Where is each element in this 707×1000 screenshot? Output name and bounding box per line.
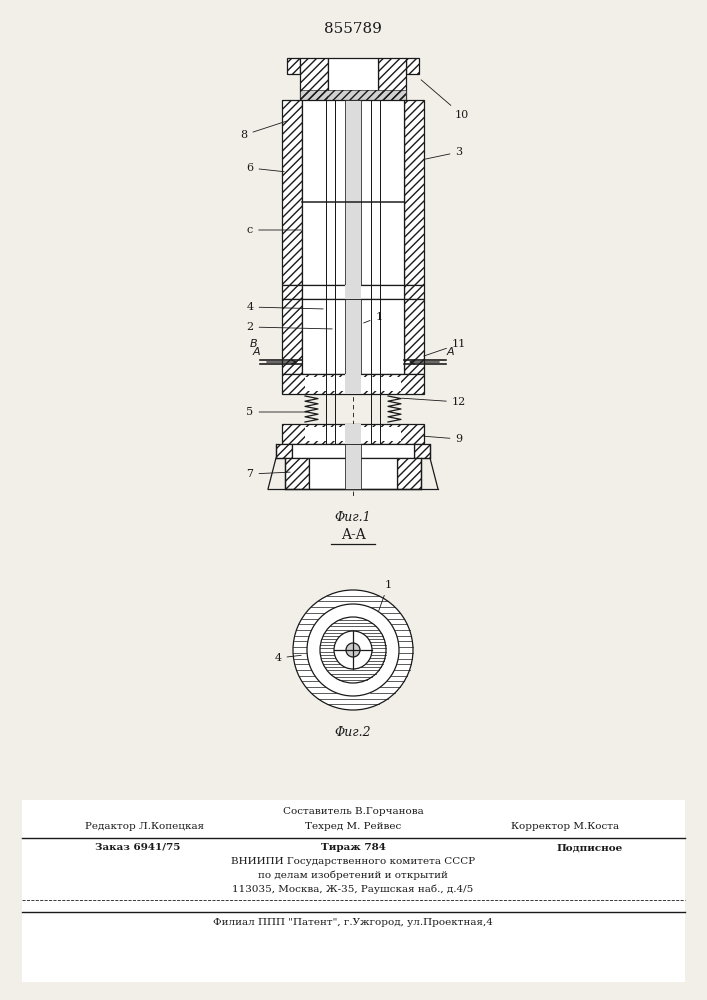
Bar [282, 100, 302, 285]
Bar [406, 58, 419, 74]
Bar [276, 444, 292, 458]
Text: 6: 6 [247, 163, 284, 173]
Text: B: B [250, 339, 258, 349]
Bar [287, 58, 300, 74]
Text: Подписное: Подписное [557, 843, 623, 852]
Text: 8: 8 [240, 121, 287, 140]
Bar [300, 58, 328, 100]
Text: 113035, Москва, Ж-35, Раушская наб., д.4/5: 113035, Москва, Ж-35, Раушская наб., д.4… [233, 885, 474, 894]
Text: Филиал ППП "Патент", г.Ужгород, ул.Проектная,4: Филиал ППП "Патент", г.Ужгород, ул.Проек… [213, 918, 493, 927]
Text: c: c [247, 225, 301, 235]
Circle shape [346, 643, 360, 657]
Bar [305, 377, 401, 391]
Bar [300, 90, 406, 100]
Text: 10: 10 [421, 80, 469, 120]
Text: A-A: A-A [341, 528, 366, 542]
Bar [404, 285, 424, 299]
Bar [305, 427, 401, 441]
Bar [282, 424, 424, 444]
Text: Техред М. Рейвес: Техред М. Рейвес [305, 822, 401, 831]
Text: 855789: 855789 [324, 22, 382, 36]
Bar [282, 285, 302, 299]
Bar [276, 444, 292, 458]
Bar [282, 374, 424, 394]
Circle shape [293, 590, 413, 710]
Text: 2: 2 [247, 322, 332, 332]
Bar [397, 458, 421, 489]
Bar [292, 444, 414, 458]
Bar [406, 58, 419, 74]
Text: 7: 7 [247, 469, 291, 479]
Bar [404, 299, 424, 374]
Text: 4: 4 [247, 302, 323, 312]
Bar [285, 458, 309, 489]
Bar [345, 100, 361, 285]
Bar [345, 285, 361, 299]
Bar [345, 424, 361, 444]
Bar [345, 299, 361, 374]
Bar [345, 444, 361, 489]
Bar [300, 58, 328, 100]
Bar [282, 299, 302, 374]
Text: Тираж 784: Тираж 784 [320, 843, 385, 852]
Bar [282, 374, 424, 394]
Bar [414, 444, 430, 458]
Text: Составитель В.Горчанова: Составитель В.Горчанова [283, 807, 423, 816]
Bar [397, 458, 421, 489]
Bar [378, 58, 406, 100]
Circle shape [307, 604, 399, 696]
Text: A: A [252, 347, 259, 357]
Bar [282, 100, 302, 285]
Circle shape [334, 631, 372, 669]
Bar [302, 100, 404, 285]
Bar [285, 458, 309, 489]
Text: 9: 9 [423, 434, 462, 444]
Bar [404, 285, 424, 299]
Text: 3: 3 [423, 147, 462, 159]
Text: Редактор Л.Копецкая: Редактор Л.Копецкая [86, 822, 204, 831]
Text: Заказ 6941/75: Заказ 6941/75 [95, 843, 180, 852]
Bar [378, 58, 406, 100]
Bar [404, 100, 424, 285]
Text: Φиг.2: Φиг.2 [334, 726, 371, 739]
Bar [302, 285, 404, 299]
Bar [414, 444, 430, 458]
Text: по делам изобретений и открытий: по делам изобретений и открытий [258, 871, 448, 880]
Bar [287, 58, 300, 74]
Text: ВНИИПИ Государственного комитета СССР: ВНИИПИ Государственного комитета СССР [231, 857, 475, 866]
Bar [328, 58, 378, 100]
Bar [282, 424, 424, 444]
Bar [282, 299, 302, 374]
Text: Корректор М.Коста: Корректор М.Коста [511, 822, 619, 831]
Bar [404, 299, 424, 374]
Bar [345, 374, 361, 394]
Text: 1: 1 [372, 580, 392, 629]
Bar [22, 800, 685, 982]
Text: Φиг.1: Φиг.1 [334, 511, 371, 524]
Text: 12: 12 [402, 397, 466, 407]
Bar [404, 100, 424, 285]
Bar [302, 299, 404, 374]
Text: 5: 5 [247, 407, 308, 417]
Bar [300, 90, 406, 100]
Bar [282, 285, 302, 299]
Text: 11: 11 [423, 339, 466, 356]
Text: 1: 1 [363, 312, 382, 323]
Text: 4: 4 [274, 653, 301, 663]
Bar [309, 458, 397, 489]
Text: A: A [446, 347, 454, 357]
